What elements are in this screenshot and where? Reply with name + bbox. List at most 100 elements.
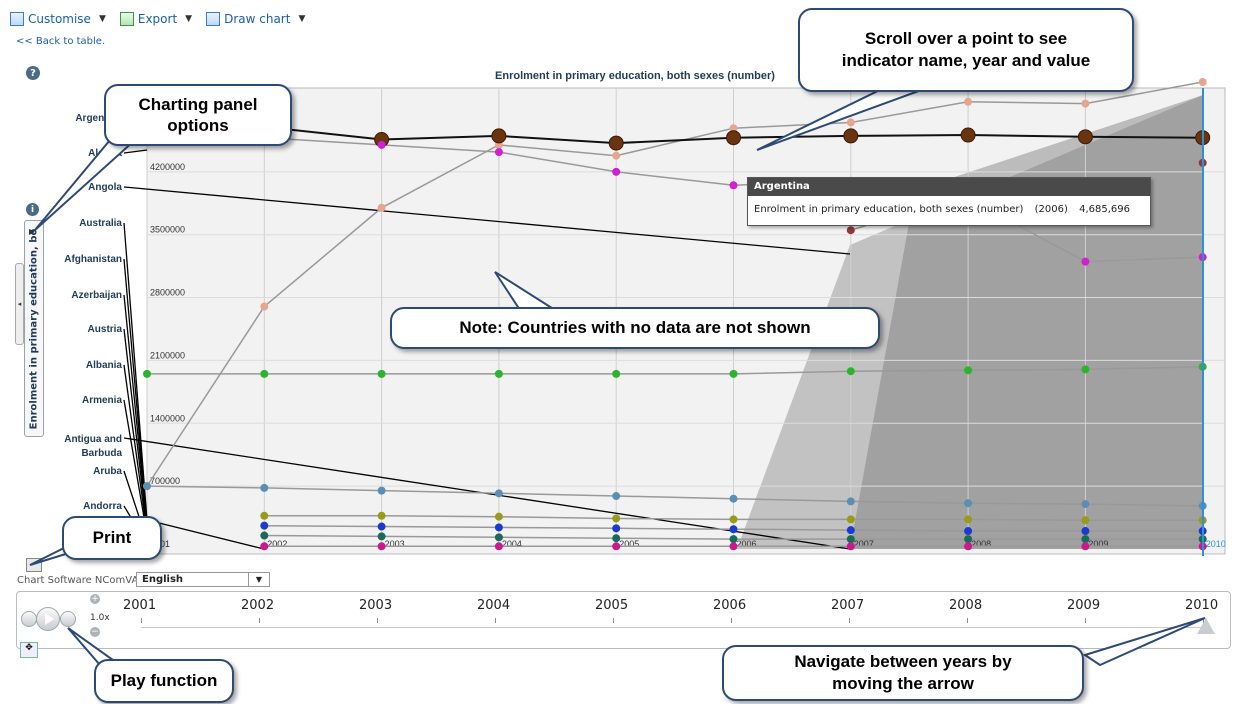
data-point-austria — [377, 511, 386, 520]
data-point-argentina — [612, 151, 621, 160]
timeline-year-label[interactable]: 2010 — [1185, 598, 1219, 613]
charting-panel-tab[interactable]: ▶ Enrolment in primary education, bo — [24, 220, 44, 437]
step-forward-button[interactable] — [60, 611, 76, 627]
y-axis-labels: 4200000 3500000 2800000 2100000 1400000 70000… — [150, 162, 185, 486]
timeline-tick — [377, 618, 378, 623]
data-point-andorra — [964, 542, 973, 551]
x-tick-label: 2007 — [854, 539, 874, 549]
data-point-australia — [143, 369, 151, 378]
data-point-australia — [612, 369, 621, 378]
chart-title: Enrolment in primary education, both sex… — [495, 70, 775, 82]
timeline-tick — [613, 618, 614, 623]
data-point-australia — [1081, 365, 1090, 374]
timeline-tick — [141, 618, 142, 623]
data-point-armenia — [494, 533, 503, 542]
help-icon[interactable]: ? — [26, 66, 40, 80]
y-tick-label: 2800000 — [150, 288, 185, 298]
timeline-tick — [259, 618, 260, 623]
timeline-tick — [495, 618, 496, 623]
collapse-panel-handle[interactable]: ◂ — [15, 263, 24, 345]
timeline-track[interactable] — [141, 627, 1207, 628]
timeline-year-label[interactable]: 2006 — [713, 598, 747, 613]
country-label: Barbuda — [81, 448, 122, 459]
language-select[interactable]: English ▼ — [136, 572, 270, 587]
customise-menu[interactable]: Customise ▼ — [10, 10, 106, 28]
zoom-in-icon[interactable]: + — [90, 594, 100, 604]
data-point-afghanistan — [612, 167, 621, 176]
data-point-argentina — [377, 203, 386, 212]
x-tick-label: 2002 — [267, 539, 287, 549]
data-point-armenia — [1081, 535, 1090, 544]
export-menu[interactable]: Export ▼ — [119, 10, 193, 28]
tooltip-header: Argentina — [748, 178, 1150, 196]
y-tick-label: 2100000 — [150, 350, 185, 360]
x-tick-label: 2010 — [1206, 539, 1226, 549]
data-point-afghanistan — [494, 148, 503, 157]
timeline-year-label[interactable]: 2003 — [359, 598, 393, 613]
timeline-year-label[interactable]: 2001 — [123, 598, 157, 613]
data-point-armenia — [846, 535, 855, 544]
tooltip: Argentina Enrolment in primary education… — [747, 177, 1151, 226]
country-label: Australia — [79, 218, 122, 229]
print-icon[interactable] — [26, 558, 42, 572]
leader-line — [123, 149, 148, 154]
timeline-tick — [967, 618, 968, 623]
timeline-year-label[interactable]: 2008 — [949, 598, 983, 613]
export-label: Export — [137, 12, 178, 26]
expand-arrow-icon[interactable]: ▶ — [29, 227, 36, 236]
timeline-year-label[interactable]: 2009 — [1067, 598, 1101, 613]
data-point-algeria — [491, 128, 507, 144]
data-point-azerbaijan — [846, 497, 855, 506]
leader-line — [123, 258, 148, 524]
customise-icon — [10, 12, 24, 26]
language-value: English — [142, 574, 184, 585]
step-back-button[interactable] — [21, 611, 37, 627]
data-point-algeria — [726, 130, 741, 146]
back-to-table-link[interactable]: << Back to table. — [16, 36, 106, 47]
data-point-austria — [846, 515, 855, 524]
move-icon[interactable]: ✥ — [20, 642, 38, 658]
tooltip-body: Enrolment in primary education, both sex… — [748, 196, 1150, 223]
data-point-andorra — [846, 542, 855, 551]
data-point-algeria — [960, 127, 976, 143]
data-point-argentina — [729, 124, 738, 133]
x-tick-label: 2006 — [737, 539, 757, 549]
timeline-year-label[interactable]: 2004 — [477, 598, 511, 613]
timeline-slider-thumb[interactable] — [1197, 618, 1215, 634]
country-label: Austria — [88, 324, 123, 335]
data-point-algeria — [1077, 129, 1093, 145]
data-point-austria — [964, 515, 973, 524]
timeline-year-label[interactable]: 2007 — [831, 598, 865, 613]
data-point-algeria — [843, 128, 859, 144]
data-point-australia — [260, 369, 269, 378]
data-point-australia — [729, 369, 738, 378]
export-caret-icon: ▼ — [185, 14, 193, 24]
data-point-albania — [612, 524, 621, 533]
zoom-out-icon[interactable]: − — [90, 627, 100, 637]
data-point-albania — [494, 523, 503, 532]
country-label: Azerbaijan — [71, 290, 122, 301]
data-point-afghanistan — [729, 181, 738, 190]
data-point-albania — [1081, 527, 1090, 536]
leader-line — [123, 399, 148, 536]
timeline-year-label[interactable]: 2005 — [595, 598, 629, 613]
play-button[interactable] — [36, 607, 60, 631]
data-point-argentina — [1198, 78, 1207, 87]
data-point-andorra — [260, 542, 269, 551]
timeline-year-label[interactable]: 2002 — [241, 598, 275, 613]
chevron-down-icon[interactable]: ▼ — [248, 573, 269, 586]
country-label: Albania — [86, 360, 123, 371]
data-point-azerbaijan — [729, 494, 738, 503]
country-label: Armenia — [82, 395, 122, 406]
draw-chart-menu[interactable]: Draw chart ▼ — [206, 10, 305, 28]
y-tick-label: 1400000 — [150, 413, 185, 423]
draw-chart-caret-icon: ▼ — [298, 14, 306, 24]
data-point-austria — [494, 512, 503, 521]
play-icon — [45, 613, 54, 625]
data-point-azerbaijan — [143, 482, 151, 491]
country-label: Andorra — [83, 501, 122, 512]
data-point-angola — [846, 226, 855, 235]
data-point-afghanistan — [1081, 257, 1090, 266]
data-point-argentina — [1081, 99, 1090, 108]
note-callout: Note: Countries with no data are not sho… — [390, 307, 880, 349]
